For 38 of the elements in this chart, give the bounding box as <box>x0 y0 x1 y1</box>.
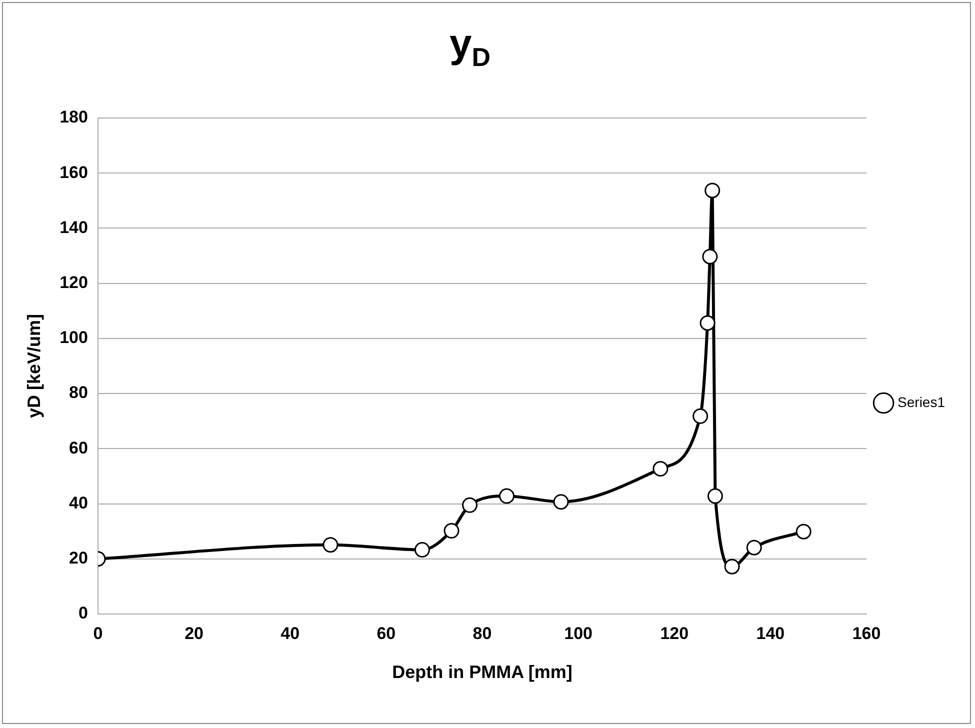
point <box>498 488 514 504</box>
x-tick-label: 140 <box>756 624 785 643</box>
point <box>692 408 708 424</box>
point <box>553 494 569 510</box>
point <box>707 488 723 504</box>
x-tick-label: 80 <box>472 624 492 643</box>
x-tick-label: 100 <box>564 624 593 643</box>
x-tick-label: 0 <box>93 624 103 643</box>
y-tick-label: 100 <box>60 328 88 348</box>
x-tick-label: 60 <box>376 624 396 643</box>
y-tick-label: 20 <box>69 548 88 568</box>
legend-label: Series1 <box>898 394 946 410</box>
y-tick-label: 180 <box>60 108 88 127</box>
y-tick-label: 140 <box>60 218 88 237</box>
x-tick-label: 40 <box>280 624 300 643</box>
point <box>700 315 716 331</box>
point <box>704 182 720 198</box>
y-tick-label: 80 <box>69 383 88 402</box>
point <box>652 461 668 477</box>
y-axis-title: yD [keV/um] <box>24 314 44 418</box>
point <box>322 537 338 553</box>
x-axis-title: Depth in PMMA [mm] <box>392 662 572 682</box>
x-tick-label: 120 <box>660 624 689 643</box>
y-tick-label: 120 <box>60 273 88 292</box>
y-tick-label: 60 <box>69 438 88 458</box>
point <box>746 540 762 556</box>
point <box>444 523 460 539</box>
x-tick-label: 160 <box>852 624 881 643</box>
point <box>724 558 740 574</box>
point <box>462 497 478 513</box>
point <box>702 248 718 264</box>
y-tick-label: 0 <box>78 604 88 623</box>
point <box>414 542 430 558</box>
x-tick-label: 20 <box>184 624 204 643</box>
y-tick-label: 160 <box>60 162 88 182</box>
point <box>796 524 812 540</box>
y-tick-label: 40 <box>69 493 88 512</box>
chart-title: y$_{D}$ <box>448 22 492 73</box>
